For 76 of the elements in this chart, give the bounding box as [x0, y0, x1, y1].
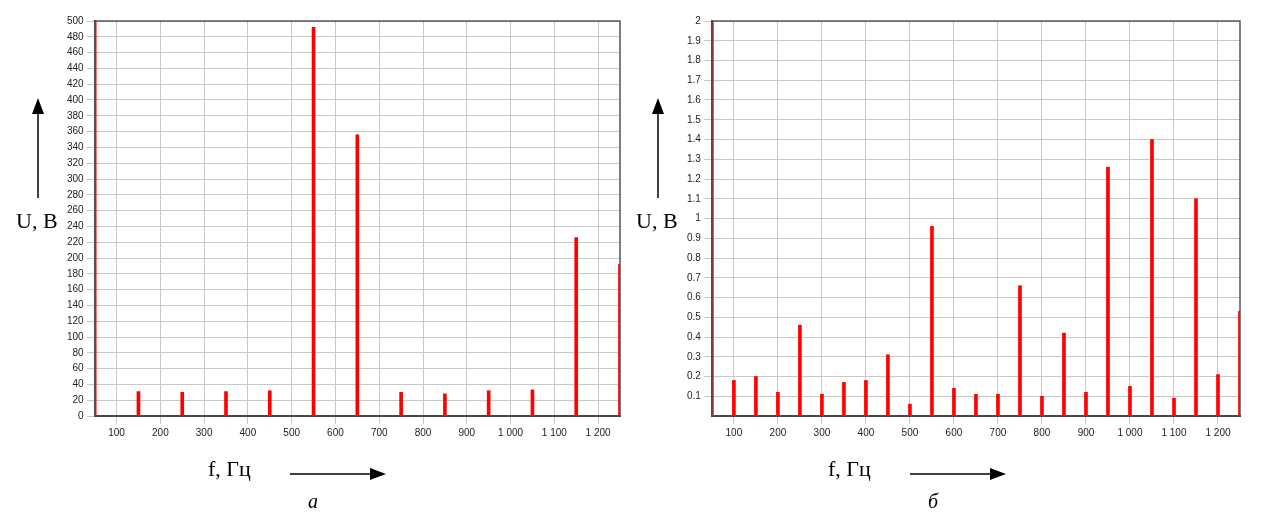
- y-tick-label: 0.2: [687, 370, 702, 382]
- y-tick-label: 0.8: [687, 251, 702, 263]
- y-tick-label: 300: [67, 172, 85, 184]
- y-tick-label: 440: [67, 62, 85, 74]
- x-axis-title: f, Гц: [828, 456, 871, 482]
- x-tick-label: 500: [901, 426, 919, 438]
- y-tick-label: 0.4: [687, 330, 702, 342]
- x-tick-label: 600: [327, 426, 345, 438]
- y-axis-title: U, В: [16, 208, 58, 234]
- x-tick-label: 600: [945, 426, 963, 438]
- x-tick-label: 700: [370, 426, 389, 438]
- y-tick-label: 1: [695, 212, 702, 224]
- x-tick-label: 800: [1033, 426, 1051, 438]
- y-tick-label: 360: [67, 125, 85, 137]
- y-tick-label: 120: [67, 314, 85, 326]
- x-tick-label: 1 000: [498, 426, 524, 438]
- y-tick-label: 280: [67, 188, 85, 200]
- y-tick-label: 1.4: [687, 133, 702, 145]
- y-tick-label: 1.7: [687, 74, 702, 85]
- y-tick-label: 500: [67, 14, 85, 26]
- y-tick-label: 0.6: [687, 291, 702, 303]
- y-axis-title: U, В: [636, 208, 678, 234]
- y-tick-label: 1.2: [687, 172, 702, 184]
- x-tick-label: 200: [769, 426, 787, 438]
- y-tick-label: 1.9: [687, 34, 702, 46]
- y-tick-label: 100: [67, 330, 85, 342]
- text: а: [308, 490, 318, 513]
- y-tick-label: 0.7: [687, 271, 702, 283]
- x-tick-label: 1 200: [1205, 426, 1231, 438]
- y-tick-label: 80: [72, 346, 85, 358]
- x-tick-label: 900: [1077, 426, 1095, 438]
- x-tick-label: 200: [152, 426, 170, 438]
- y-tick-label: 220: [67, 235, 85, 247]
- y-tick-label: 240: [67, 220, 85, 232]
- x-tick-label: 500: [283, 426, 301, 438]
- x-tick-label: 400: [239, 426, 257, 438]
- x-tick-label: 900: [458, 426, 476, 438]
- y-tick-label: 160: [67, 283, 85, 295]
- y-tick-label: 0.9: [687, 232, 702, 243]
- y-tick-label: 200: [67, 251, 85, 263]
- y-tick-label: 40: [72, 378, 85, 390]
- y-tick-label: 0.3: [687, 350, 702, 362]
- y-tick-label: 0.5: [687, 311, 702, 322]
- y-tick-label: 180: [67, 267, 85, 279]
- y-tick-label: 340: [67, 141, 85, 153]
- x-tick-label: 1 000: [1117, 426, 1143, 438]
- y-tick-label: 380: [67, 109, 85, 121]
- x-tick-label: 300: [813, 426, 831, 438]
- y-tick-label: 1.1: [687, 192, 702, 204]
- y-tick-label: 400: [67, 93, 85, 105]
- y-tick-label: 0.1: [687, 390, 702, 401]
- x-tick-label: 100: [725, 426, 743, 438]
- y-tick-label: 1.6: [687, 93, 702, 105]
- y-tick-label: 1.8: [687, 54, 702, 66]
- y-tick-label: 1.5: [687, 113, 702, 125]
- y-tick-label: 260: [67, 204, 85, 216]
- y-tick-label: 20: [72, 393, 85, 405]
- y-tick-label: 60: [72, 362, 85, 374]
- x-tick-label: 800: [414, 426, 432, 438]
- x-tick-label: 1 100: [1161, 426, 1187, 438]
- y-tick-label: 140: [67, 299, 85, 311]
- x-tick-label: 1 100: [541, 426, 568, 438]
- x-axis-title: f, Гц: [208, 456, 251, 482]
- y-tick-label: 420: [67, 77, 85, 89]
- x-tick-label: 400: [857, 426, 875, 438]
- x-tick-label: 300: [195, 426, 213, 438]
- y-tick-label: 1.3: [687, 153, 702, 164]
- y-tick-label: 2: [695, 14, 702, 26]
- y-tick-label: 0: [78, 409, 85, 421]
- text: б: [928, 490, 939, 513]
- y-tick-label: 480: [67, 30, 85, 42]
- y-tick-label: 320: [67, 156, 85, 168]
- x-tick-label: 700: [989, 426, 1007, 438]
- y-tick-label: 460: [67, 46, 85, 58]
- x-tick-label: 100: [108, 426, 126, 438]
- x-tick-label: 1 200: [585, 426, 612, 438]
